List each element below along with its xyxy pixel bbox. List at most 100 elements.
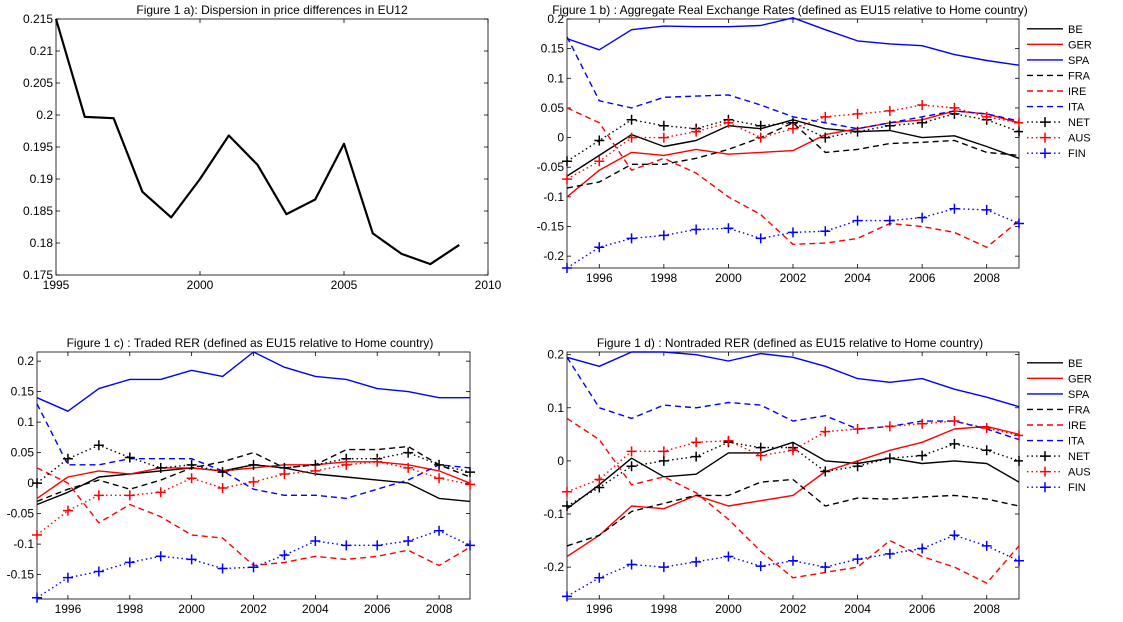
data-point-fin [310, 536, 321, 547]
legend: BE GER SPA FRA IRE ITA NET AUS FIN [1023, 355, 1117, 495]
data-point-net [594, 135, 605, 146]
data-point-aus [341, 459, 352, 470]
y-tick-label: 0 [557, 454, 564, 468]
legend-label: ITA [1068, 436, 1085, 448]
series-line-spa [566, 17, 1020, 66]
data-point-aus [820, 426, 831, 437]
x-tick-label: 1998 [116, 602, 143, 616]
y-tick-label: 0.2 [36, 108, 53, 122]
x-tick-label: 2000 [715, 602, 742, 616]
y-tick-label: 0.2 [547, 348, 564, 362]
data-point-net [852, 126, 863, 137]
x-tick-label: 2008 [973, 271, 1000, 285]
x-tick-label: 1996 [586, 602, 613, 616]
x-tick-label: 1995 [43, 278, 70, 292]
x-tick-label: 2002 [240, 602, 267, 616]
chart-panel-3: Figure 1 d) : Nontraded RER (defined as … [543, 336, 1117, 616]
legend-label: GER [1068, 373, 1092, 385]
chart-title: Figure 1 a): Dispersion in price differe… [136, 3, 408, 17]
data-point-net [248, 459, 259, 470]
data-point-fin [981, 204, 992, 215]
legend-label: BE [1068, 358, 1083, 370]
data-point-fin [981, 540, 992, 551]
data-point-aus [124, 490, 135, 501]
data-point-aus [310, 465, 321, 476]
data-point-fin [755, 233, 766, 244]
x-tick-label: 2000 [178, 602, 205, 616]
legend-label: NET [1068, 117, 1090, 129]
y-tick-label: -0.2 [543, 560, 564, 574]
data-point-fin [217, 563, 228, 574]
data-point-fin [884, 215, 895, 226]
data-point-aus [279, 468, 290, 479]
legend-label: SPA [1068, 389, 1090, 401]
data-point-aus [723, 117, 734, 128]
legend-marker [1040, 117, 1050, 128]
data-point-net [949, 438, 960, 449]
series-line-fra [566, 122, 1020, 189]
data-point-aus [691, 437, 702, 448]
y-tick-label: 0.215 [23, 12, 53, 26]
data-point-fin [465, 540, 475, 551]
data-point-net [852, 461, 863, 472]
y-tick-label: 0.1 [17, 415, 34, 429]
y-tick-label: -0.1 [543, 507, 564, 521]
data-point-net [124, 452, 135, 463]
data-point-fin [755, 561, 766, 572]
x-tick-label: 2005 [331, 278, 358, 292]
data-point-fin [1014, 555, 1024, 566]
y-tick-label: -0.05 [537, 160, 565, 174]
data-point-net [217, 467, 228, 478]
data-point-aus [434, 473, 445, 484]
y-tick-label: -0.15 [537, 220, 565, 234]
data-point-aus [248, 476, 259, 487]
data-point-fin [852, 554, 863, 565]
data-point-fin [562, 263, 572, 273]
data-point-aus [465, 479, 475, 490]
data-point-net [626, 114, 637, 125]
data-point-aus [788, 445, 798, 456]
x-tick-label: 1998 [651, 271, 678, 285]
y-tick-label: 0.205 [23, 76, 53, 90]
data-point-fin [949, 203, 960, 214]
plot-area [566, 351, 1020, 600]
chart-title: Figure 1 d) : Nontraded RER (defined as … [597, 336, 983, 350]
x-tick-label: 2006 [909, 271, 936, 285]
data-point-fin [917, 212, 928, 223]
data-point-aus [852, 424, 863, 435]
x-tick-label: 2008 [973, 602, 1000, 616]
legend-marker [1040, 451, 1050, 462]
data-point-fin [658, 562, 669, 573]
data-point-fin [562, 591, 572, 602]
data-point-aus [1014, 117, 1024, 128]
data-point-fin [434, 525, 445, 536]
y-tick-label: -0.1 [543, 190, 564, 204]
data-point-aus [852, 108, 863, 119]
series-line-ger [566, 110, 1020, 198]
series-line-ire [566, 417, 1020, 584]
x-tick-label: 2000 [715, 271, 742, 285]
data-point-aus [917, 99, 928, 110]
data-point-fin [658, 230, 669, 241]
data-point-net [562, 501, 572, 512]
x-tick-label: 2002 [780, 271, 807, 285]
x-tick-label: 1998 [651, 602, 678, 616]
data-point-net [434, 459, 445, 470]
legend-label: FRA [1068, 404, 1091, 416]
data-point-aus [917, 418, 928, 429]
data-point-aus [884, 421, 895, 432]
data-point-fin [341, 540, 352, 551]
legend-label: BE [1068, 24, 1083, 36]
data-point-fin [788, 555, 798, 566]
x-tick-label: 2006 [364, 602, 391, 616]
data-point-fin [884, 548, 895, 559]
y-tick-label: 0.195 [23, 140, 53, 154]
legend: BE GER SPA FRA IRE ITA NET AUS FIN [1023, 21, 1117, 161]
x-tick-label: 2004 [844, 271, 871, 285]
chart-title: Figure 1 c) : Traded RER (defined as EU1… [67, 336, 434, 350]
data-point-net [917, 117, 928, 128]
data-point-net [32, 478, 42, 489]
data-point-net [1014, 126, 1024, 137]
data-point-aus [949, 416, 960, 427]
y-tick-label: 0.1 [547, 401, 564, 415]
